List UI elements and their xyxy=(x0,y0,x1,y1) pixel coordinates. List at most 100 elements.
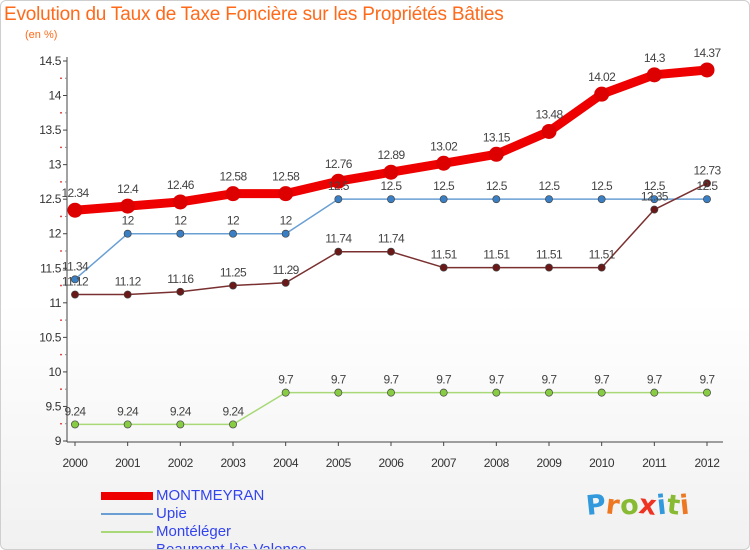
x-tick-label: 2005 xyxy=(326,456,352,470)
data-point xyxy=(541,123,557,139)
data-label: 12 xyxy=(227,214,240,228)
data-label: 12.58 xyxy=(272,170,300,184)
data-point xyxy=(281,229,290,238)
x-tick-label: 2011 xyxy=(642,456,667,470)
data-point xyxy=(330,173,346,189)
legend-swatch xyxy=(101,531,153,533)
x-tick-label: 2009 xyxy=(536,456,562,470)
proxiti-logo: Proxiti xyxy=(584,489,692,522)
data-label: 9.7 xyxy=(331,373,347,387)
data-point xyxy=(545,195,553,204)
data-point xyxy=(387,388,395,397)
y-minor-dot xyxy=(60,422,62,425)
data-label: 12 xyxy=(122,214,135,228)
data-point xyxy=(597,388,606,397)
y-tick-label: 11 xyxy=(49,296,61,310)
data-point xyxy=(123,420,132,429)
x-tick-label: 2004 xyxy=(273,456,299,470)
data-label: 9.7 xyxy=(278,373,294,387)
data-label: 12.89 xyxy=(377,148,405,162)
data-label: 9.24 xyxy=(170,404,192,418)
data-point xyxy=(703,179,711,188)
y-tick-label: 12.5 xyxy=(39,192,61,206)
data-label: 13.15 xyxy=(483,130,511,144)
data-label: 11.12 xyxy=(62,275,89,289)
logo-letter: i xyxy=(678,489,692,522)
data-point xyxy=(492,263,501,272)
data-label: 9.7 xyxy=(489,373,505,387)
x-tick-label: 2003 xyxy=(220,456,246,470)
data-label: 9.7 xyxy=(647,373,663,387)
data-point xyxy=(545,388,553,397)
data-point xyxy=(334,247,343,256)
data-label: 12.34 xyxy=(61,186,89,200)
data-point xyxy=(650,195,659,204)
data-point xyxy=(176,229,185,238)
value-labels-group: 12.34 12.4 12.46 12.58 12.58 12.76 12.89 13.02 1… xyxy=(61,46,722,418)
data-point xyxy=(176,420,185,429)
legend-swatch xyxy=(101,513,153,515)
data-label: 9.7 xyxy=(594,373,610,387)
y-minor-dot xyxy=(60,353,62,356)
data-point xyxy=(597,195,606,204)
data-point xyxy=(545,263,553,272)
data-point xyxy=(120,198,136,214)
legend-label: Montéléger xyxy=(156,523,232,540)
chart-unit-label: (en %) xyxy=(25,29,58,41)
y-tick-label: 13 xyxy=(48,158,61,172)
y-minor-dot xyxy=(60,388,62,391)
data-label: 11.34 xyxy=(62,259,89,273)
data-point xyxy=(71,275,79,284)
data-point xyxy=(597,263,606,272)
y-tick-label: 10 xyxy=(48,365,61,379)
x-tick-label: 2000 xyxy=(62,456,88,470)
data-point xyxy=(281,388,290,397)
x-tick-label: 2010 xyxy=(589,456,615,470)
data-label: 14.02 xyxy=(588,70,616,84)
data-point xyxy=(387,195,395,204)
data-label: 11.29 xyxy=(273,263,300,277)
data-label: 12.35 xyxy=(641,190,669,204)
y-minor-dot xyxy=(60,215,62,218)
data-label: 12.5 xyxy=(697,179,719,193)
y-tick-label: 9 xyxy=(55,434,62,448)
data-label: 14.37 xyxy=(693,46,721,60)
legend-label: Upie xyxy=(156,505,187,522)
data-label: 12.5 xyxy=(381,179,403,193)
data-point xyxy=(383,164,399,180)
data-point xyxy=(123,229,132,238)
chart-title: Evolution du Taux de Taxe Foncière sur l… xyxy=(4,4,504,25)
data-point xyxy=(436,155,452,171)
data-label: 12.58 xyxy=(219,170,247,184)
y-tick-label: 12 xyxy=(48,227,61,241)
data-label: 11.16 xyxy=(167,272,194,286)
y-minor-dot xyxy=(60,319,62,321)
data-point xyxy=(646,67,662,83)
legend-label: Beaumont-lès-Valence xyxy=(156,541,307,550)
data-point xyxy=(488,146,504,162)
x-tick-label: 2007 xyxy=(431,456,457,470)
data-label: 9.24 xyxy=(223,404,245,418)
y-minor-dot xyxy=(60,181,62,183)
data-point xyxy=(703,195,711,204)
y-minor-dot xyxy=(60,111,62,114)
data-label: 9.24 xyxy=(65,404,87,418)
x-tick-label: 2001 xyxy=(115,456,141,470)
data-label: 9.7 xyxy=(384,373,400,387)
data-point xyxy=(703,388,711,397)
y-tick-label: 14.5 xyxy=(39,54,61,68)
data-point xyxy=(123,290,132,299)
data-point xyxy=(71,290,79,299)
data-point xyxy=(594,86,610,102)
data-point xyxy=(439,388,448,397)
x-tick-label: 2006 xyxy=(378,456,404,470)
data-label: 11.74 xyxy=(378,232,405,246)
data-label: 12.5 xyxy=(644,179,666,193)
data-point xyxy=(492,388,501,397)
data-label: 9.24 xyxy=(117,404,139,418)
data-point xyxy=(699,62,715,78)
data-label: 11.12 xyxy=(115,275,142,289)
data-label: 11.51 xyxy=(536,248,563,262)
